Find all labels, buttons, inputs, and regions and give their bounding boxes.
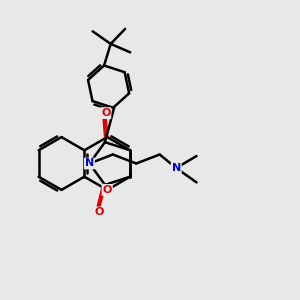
Text: N: N [85, 158, 94, 169]
Text: O: O [101, 108, 110, 118]
Text: N: N [172, 163, 181, 173]
Text: O: O [95, 208, 104, 218]
Text: O: O [103, 185, 112, 195]
